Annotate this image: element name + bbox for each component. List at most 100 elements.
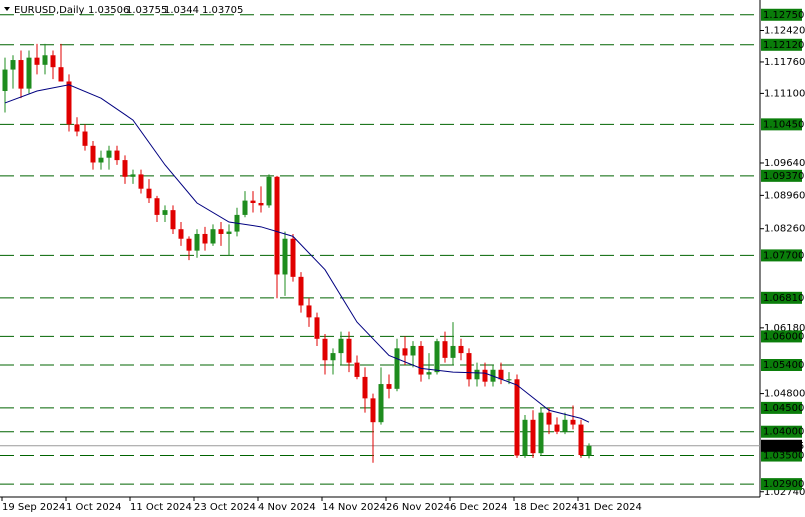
candle-body: [314, 317, 320, 339]
candle-body: [202, 233, 208, 244]
y-tick-label: 1.06180: [764, 323, 805, 334]
candle-body: [410, 345, 416, 356]
level-label: 1.04500: [763, 403, 804, 414]
candle-body: [362, 376, 368, 399]
candle-body: [450, 345, 456, 358]
candle-body: [330, 353, 336, 361]
candle-body: [186, 238, 192, 251]
candle-body: [546, 412, 552, 425]
candle-body: [402, 348, 408, 356]
x-tick-label: 6 Dec 2024: [450, 502, 508, 513]
level-label: 1.02900: [763, 479, 804, 490]
candle-body: [18, 60, 24, 89]
candle-body: [530, 419, 536, 454]
y-tick-label: 1.11760: [764, 57, 805, 68]
candle-body: [122, 160, 128, 177]
level-label-box: [761, 249, 802, 262]
candle-body: [442, 341, 448, 358]
candle-body: [538, 412, 544, 454]
level-label-box: [761, 169, 802, 182]
x-tick-label: 26 Nov 2024: [386, 502, 450, 513]
candle-body: [154, 198, 160, 215]
x-tick-label: 4 Nov 2024: [258, 502, 316, 513]
candle-body: [98, 157, 104, 163]
y-tick-label: 1.04800: [764, 389, 805, 400]
level-label: 1.06810: [763, 293, 804, 304]
candle-body: [226, 231, 232, 234]
candle-body: [258, 202, 264, 206]
candle-body: [34, 57, 40, 65]
candle-body: [74, 124, 80, 132]
x-tick-label: 23 Oct 2024: [194, 502, 256, 513]
candle-body: [58, 67, 64, 82]
candle-body: [130, 174, 136, 177]
ohlc-readout: 1.03506: [88, 5, 129, 16]
candle-body: [474, 369, 480, 380]
candle-body: [482, 369, 488, 382]
level-label: 1.07700: [763, 250, 804, 261]
candle-body: [514, 379, 520, 456]
current-price-label: 1.03705: [763, 441, 804, 452]
candle-body: [354, 362, 360, 377]
candle-body: [170, 210, 176, 230]
candle-body: [394, 348, 400, 389]
candle-body: [178, 229, 184, 239]
candle-body: [26, 57, 32, 89]
candle-body: [570, 419, 576, 425]
x-tick-label: 18 Dec 2024: [514, 502, 578, 513]
chart-title: EURUSD,Daily: [14, 5, 85, 16]
level-label: 1.12750: [763, 10, 804, 21]
candle-body: [42, 55, 48, 65]
candle-body: [522, 419, 528, 456]
current-price-box: [761, 439, 802, 452]
candle-body: [2, 69, 8, 92]
level-label-box: [761, 8, 802, 21]
candle-body: [346, 338, 352, 363]
level-label-box: [761, 359, 802, 372]
candle-body: [218, 229, 224, 234]
ohlc-readout: 1.03755: [126, 5, 167, 16]
level-label-box: [761, 478, 802, 491]
y-tick-label: 1.12420: [764, 25, 805, 36]
candle-body: [10, 60, 16, 70]
candle-body: [266, 176, 272, 206]
level-label: 1.04000: [763, 427, 804, 438]
candle-body: [466, 353, 472, 380]
candle-body: [386, 384, 392, 389]
candle-body: [250, 200, 256, 203]
candle-body: [458, 345, 464, 354]
level-label-box: [761, 291, 802, 304]
candle-body: [586, 445, 592, 456]
level-label: 1.03500: [763, 451, 804, 462]
candle-body: [138, 174, 144, 189]
x-tick-label: 11 Oct 2024: [130, 502, 192, 513]
candle-body: [498, 369, 504, 380]
candle-body: [506, 379, 512, 381]
candle-body: [106, 150, 112, 158]
x-tick-label: 14 Nov 2024: [322, 502, 386, 513]
level-label: 1.06000: [763, 331, 804, 342]
y-tick-label: 1.02740: [764, 487, 805, 498]
candle-body: [90, 145, 96, 163]
ohlc-readout: 1.0344: [164, 5, 199, 16]
candle-body: [162, 210, 168, 215]
candle-body: [242, 200, 248, 215]
y-tick-label: 1.11100: [764, 88, 805, 99]
candle-body: [370, 398, 376, 423]
candle-body: [210, 229, 216, 244]
menu-arrow[interactable]: [4, 7, 10, 11]
level-label: 1.09370: [763, 171, 804, 182]
candle-body: [298, 276, 304, 306]
candle-body: [562, 419, 568, 432]
candle-body: [554, 424, 560, 432]
x-tick-label: 1 Oct 2024: [66, 502, 121, 513]
candle-body: [274, 176, 280, 275]
y-tick-label: 1.08960: [764, 190, 805, 201]
candle-body: [578, 424, 584, 456]
candle-body: [66, 81, 72, 125]
level-label-box: [761, 425, 802, 438]
candle-body: [282, 238, 288, 275]
ohlc-readout: 1.03705: [202, 5, 243, 16]
level-label-box: [761, 449, 802, 462]
